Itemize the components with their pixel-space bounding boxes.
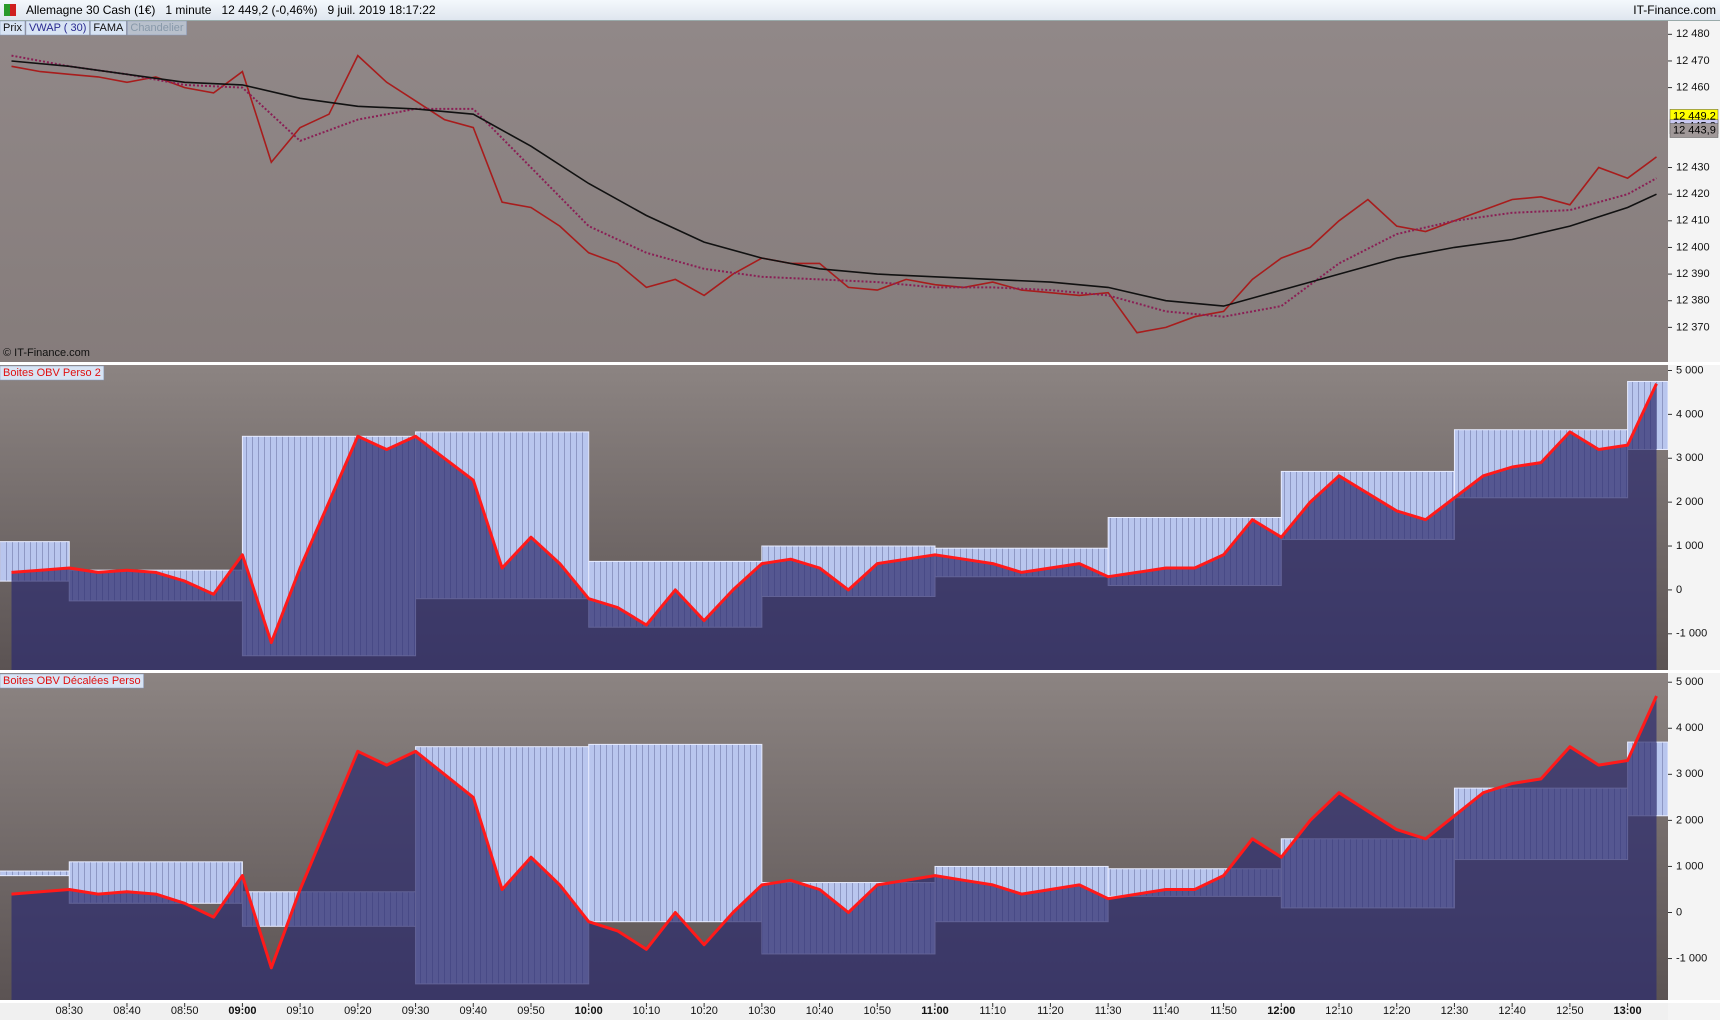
y-tick-label: 12 390: [1676, 268, 1710, 280]
x-tick-label: 12:20: [1383, 1005, 1411, 1017]
legend-tab: VWAP ( 30): [29, 22, 86, 34]
y-tick-label: -1 000: [1676, 952, 1707, 964]
obv-area: [11, 696, 1657, 1000]
x-tick-label: 08:30: [55, 1005, 83, 1017]
y-tick-label: 1 000: [1676, 540, 1704, 552]
panel-title-box: [0, 365, 105, 381]
obv-box: [0, 870, 70, 877]
x-tick-label: 09:20: [344, 1005, 372, 1017]
plot-area: [0, 695, 1668, 1000]
x-tick-label: 09:50: [517, 1005, 545, 1017]
x-tick-label: 09:40: [460, 1005, 488, 1017]
x-tick-label: 10:50: [864, 1005, 892, 1017]
y-tick-label: 12 420: [1676, 188, 1710, 200]
panel-background: [0, 21, 1668, 362]
panel-title-box: [0, 673, 144, 689]
y-tick-label: 3 000: [1676, 768, 1704, 780]
y-tick-label: 12 480: [1676, 28, 1710, 40]
y-tick-label: 12 400: [1676, 241, 1710, 253]
x-tick-label: 12:30: [1441, 1005, 1469, 1017]
y-tick-label: -1 000: [1676, 628, 1707, 640]
x-tick-label: 13:00: [1614, 1005, 1642, 1017]
legend-tab-box: [25, 21, 90, 36]
instrument: Allemagne 30 Cash (1€): [26, 3, 156, 17]
legend-tab: FAMA: [93, 22, 124, 34]
x-tick-label: 09:30: [402, 1005, 430, 1017]
app-icon: [4, 4, 16, 16]
y-tick-label: 12 370: [1676, 321, 1710, 333]
x-tick-label: 11:30: [1095, 1005, 1122, 1017]
plot-area: [11, 54, 1657, 334]
x-tick-label: 11:20: [1037, 1005, 1064, 1017]
legend-tab: Chandelier: [130, 22, 184, 34]
panel-title: Boites OBV Perso 2: [3, 367, 101, 379]
x-tick-label: 11:10: [979, 1005, 1006, 1017]
x-tick-label: 10:30: [748, 1005, 776, 1017]
x-tick-label: 08:40: [113, 1005, 141, 1017]
watermark: © IT-Finance.com: [3, 347, 90, 359]
y-tick-label: 4 000: [1676, 722, 1704, 734]
y-tick-label: 4 000: [1676, 408, 1704, 420]
legend-tab-box: [127, 21, 187, 36]
obv-area: [11, 383, 1657, 670]
obv-box: [588, 743, 763, 923]
y-tick-label: 1 000: [1676, 860, 1704, 872]
y-tick-label: 2 000: [1676, 814, 1704, 826]
x-tick-label: 11:40: [1153, 1005, 1180, 1017]
x-tick-label: 12:10: [1325, 1005, 1353, 1017]
y-tick-label: 12 380: [1676, 295, 1710, 307]
x-tick-label: 11:50: [1210, 1005, 1237, 1017]
panel-title: Boites OBV Décalées Perso: [3, 675, 141, 687]
y-tick-label: 0: [1676, 584, 1682, 596]
x-tick-label: 08:50: [171, 1005, 199, 1017]
legend-tab-box: [90, 21, 127, 36]
chart: 12 370 12 380 12 390 12 400 12 410 12 420 12 4…: [0, 21, 1720, 1020]
site: IT-Finance.com: [1633, 3, 1716, 17]
x-tick-label: 10:00: [575, 1005, 603, 1017]
header: Allemagne 30 Cash (1€) 1 minute 12 449,2 (…: [0, 0, 1720, 21]
obv-line: [11, 695, 1658, 970]
x-tick-label: 12:50: [1556, 1005, 1584, 1017]
y-tick-label: 12 460: [1676, 82, 1710, 94]
price-tag: [1669, 123, 1719, 138]
quote: 12 449,2 (-0,46%): [221, 3, 318, 17]
series-line: [11, 60, 1657, 307]
y-tick-label: 0: [1676, 906, 1682, 918]
price-tag-label: 12 449,2: [1673, 110, 1716, 122]
x-tick-label: 10:20: [690, 1005, 718, 1017]
obv-line: [11, 383, 1658, 645]
legend-tab: Prix: [3, 22, 22, 34]
y-tick-label: 3 000: [1676, 452, 1704, 464]
legend-tab-box: [0, 21, 26, 36]
y-tick-label: 5 000: [1676, 676, 1704, 688]
y-tick-label: 2 000: [1676, 496, 1704, 508]
x-tick-label: 12:00: [1267, 1005, 1295, 1017]
x-tick-label: 09:10: [286, 1005, 314, 1017]
y-tick-label: 12 410: [1676, 215, 1710, 227]
x-tick-label: 09:00: [228, 1005, 256, 1017]
axis-background: [1668, 21, 1720, 1020]
y-tick-label: 5 000: [1676, 364, 1704, 376]
datetime: 9 juil. 2019 18:17:22: [327, 3, 436, 17]
series-line: [11, 54, 1657, 334]
x-tick-label: 11:00: [921, 1005, 949, 1017]
y-tick-label: 12 430: [1676, 161, 1710, 173]
price-tag-label: 12 443,9: [1673, 124, 1716, 136]
interval: 1 minute: [165, 3, 212, 17]
y-tick-label: 12 470: [1676, 55, 1710, 67]
plot-area: [0, 380, 1668, 670]
x-tick-label: 12:40: [1498, 1005, 1526, 1017]
x-tick-label: 10:10: [633, 1005, 661, 1017]
x-tick-label: 10:40: [806, 1005, 834, 1017]
